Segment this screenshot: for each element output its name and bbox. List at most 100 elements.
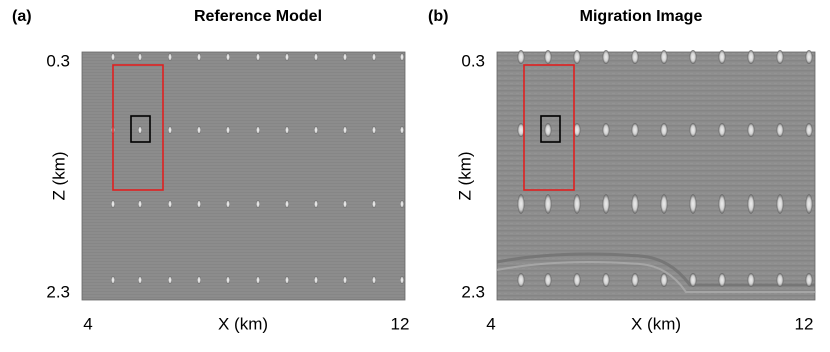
scatterer: [226, 53, 230, 61]
scatterer: [168, 276, 172, 284]
scatterer: [285, 276, 289, 284]
scatterer: [747, 123, 755, 137]
scatterer: [631, 123, 639, 137]
scatterer: [805, 194, 813, 214]
scatterer: [138, 53, 142, 61]
scatterer: [343, 53, 347, 61]
scatterer: [805, 50, 813, 64]
scatterer: [314, 53, 318, 61]
panel-label: (b): [428, 8, 448, 25]
scatterer: [197, 276, 201, 284]
x-axis-label: X (km): [218, 314, 268, 333]
scatterer: [689, 273, 697, 287]
scatterer: [689, 194, 697, 214]
scatterer: [343, 126, 347, 134]
scatterer: [517, 194, 525, 214]
scatterer: [256, 200, 260, 208]
scatterer: [285, 53, 289, 61]
scatterer: [573, 50, 581, 64]
scatterer: [285, 200, 289, 208]
scatterer: [168, 200, 172, 208]
y-axis-label: Z (km): [455, 151, 474, 200]
scatterer: [660, 50, 668, 64]
scatterer: [197, 126, 201, 134]
scatterer: [400, 53, 404, 61]
x-tick-label: 4: [486, 314, 495, 333]
scatterer: [689, 123, 697, 137]
scatterer: [372, 276, 376, 284]
scatterer: [138, 126, 142, 134]
scatterer: [602, 194, 610, 214]
scatterer: [400, 276, 404, 284]
scatterer: [660, 273, 668, 287]
x-tick-label: 12: [391, 314, 410, 333]
red-box: [112, 64, 164, 191]
scatterer: [400, 126, 404, 134]
scatterer: [226, 276, 230, 284]
scatterer: [631, 50, 639, 64]
scatterer: [517, 123, 525, 137]
panel-title: Migration Image: [580, 8, 703, 25]
reflector: [496, 261, 815, 293]
y-axis-label: Z (km): [49, 151, 68, 200]
y-tick-label: 0.3: [461, 51, 485, 70]
scatterer: [111, 200, 115, 208]
scatterer: [517, 50, 525, 64]
scatterer: [138, 276, 142, 284]
scatterer: [372, 126, 376, 134]
scatterer: [776, 123, 784, 137]
scatterer: [256, 276, 260, 284]
scatterer: [718, 50, 726, 64]
panel-label: (a): [12, 8, 32, 25]
scatterer: [226, 200, 230, 208]
y-tick-label: 2.3: [46, 282, 70, 301]
scatterer: [343, 276, 347, 284]
scatterer: [256, 126, 260, 134]
scatterer: [660, 194, 668, 214]
scatterer: [573, 273, 581, 287]
scatterer: [343, 200, 347, 208]
scatterer: [573, 194, 581, 214]
x-tick-label: 4: [83, 314, 92, 333]
scatterer: [747, 273, 755, 287]
image-background: [81, 51, 406, 301]
scatterer: [111, 276, 115, 284]
scatterer: [573, 123, 581, 137]
scatterer: [776, 50, 784, 64]
y-tick-label: 0.3: [46, 51, 70, 70]
scatterer: [805, 273, 813, 287]
scatterer: [372, 200, 376, 208]
scatterer: [631, 194, 639, 214]
scatterer: [197, 53, 201, 61]
scatterer: [718, 273, 726, 287]
y-tick-label: 2.3: [461, 282, 485, 301]
scatterer: [544, 123, 552, 137]
scatterer: [602, 50, 610, 64]
scatterer: [776, 194, 784, 214]
scatterer: [138, 200, 142, 208]
scatterer: [776, 273, 784, 287]
scatterer: [285, 126, 289, 134]
scatterer: [544, 273, 552, 287]
scatterer: [747, 50, 755, 64]
x-tick-label: 12: [795, 314, 814, 333]
scatterer: [718, 194, 726, 214]
scatterer: [314, 200, 318, 208]
scatterer: [517, 273, 525, 287]
scatterer: [689, 50, 697, 64]
reflector: [496, 252, 815, 287]
black-box: [540, 115, 561, 143]
scatterer: [718, 123, 726, 137]
scatterer: [544, 194, 552, 214]
scatterer: [544, 50, 552, 64]
scatterer: [805, 123, 813, 137]
scatterer: [602, 273, 610, 287]
scatterer: [256, 53, 260, 61]
scatterer: [168, 53, 172, 61]
scatterer: [372, 53, 376, 61]
scatterer: [168, 126, 172, 134]
scatterer: [314, 126, 318, 134]
scatterer: [226, 126, 230, 134]
panel-title: Reference Model: [194, 8, 322, 25]
scatterer: [660, 123, 668, 137]
